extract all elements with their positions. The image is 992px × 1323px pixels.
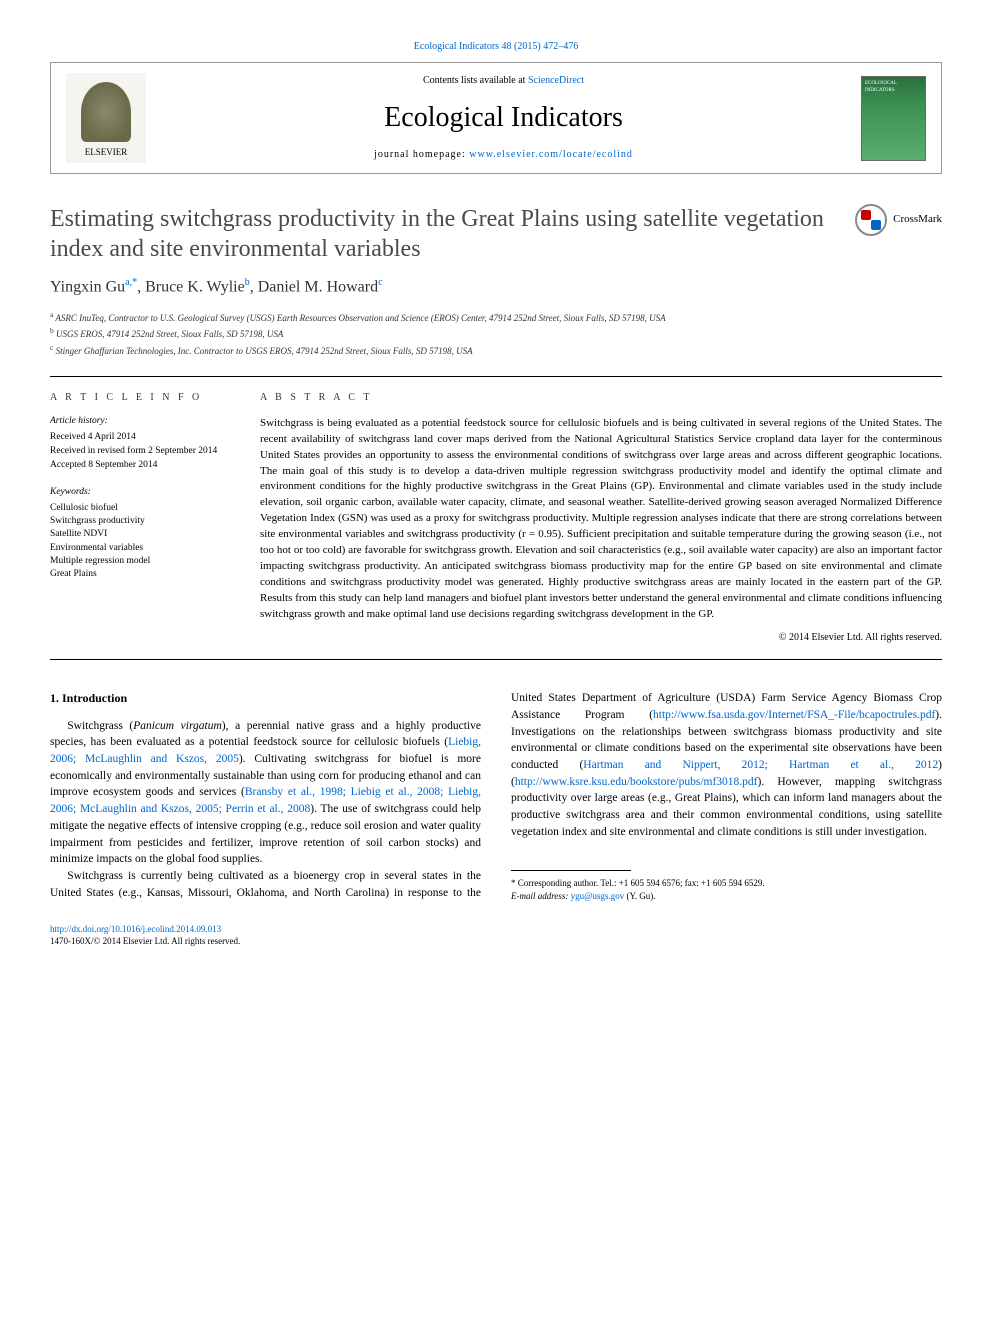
keyword: Switchgrass productivity [50, 515, 230, 528]
history-received: Received 4 April 2014 [50, 431, 230, 444]
affil-c: Stinger Ghaffarian Technologies, Inc. Co… [53, 346, 472, 356]
author-3: , Daniel M. Howard [250, 278, 378, 295]
doi-link[interactable]: http://dx.doi.org/10.1016/j.ecolind.2014… [50, 924, 221, 934]
history-label: Article history: [50, 415, 230, 428]
crossmark-label: CrossMark [893, 212, 942, 227]
publisher-name: ELSEVIER [85, 146, 128, 159]
email-label: E-mail address: [511, 891, 571, 901]
citation-link[interactable]: Hartman and Nippert, 2012; Hartman et al… [583, 759, 938, 771]
journal-header: ELSEVIER Contents lists available at Sci… [50, 62, 942, 174]
history-accepted: Accepted 8 September 2014 [50, 459, 230, 472]
author-1-sup: a,* [125, 277, 137, 288]
journal-homepage-link[interactable]: www.elsevier.com/locate/ecolind [469, 149, 633, 160]
contents-line: Contents lists available at ScienceDirec… [146, 74, 861, 88]
article-info-label: A R T I C L E I N F O [50, 391, 230, 405]
external-link[interactable]: http://www.ksre.ksu.edu/bookstore/pubs/m… [515, 776, 758, 788]
affil-b: USGS EROS, 47914 252nd Street, Sioux Fal… [54, 329, 284, 339]
author-3-sup: c [378, 277, 382, 288]
section-1-heading: 1. Introduction [50, 690, 481, 707]
homepage-prefix: journal homepage: [374, 149, 469, 160]
footnote-rule [511, 870, 631, 871]
article-info-sidebar: A R T I C L E I N F O Article history: R… [50, 391, 250, 645]
affiliations: a ASRC InuTeq, Contractor to U.S. Geolog… [50, 309, 942, 359]
abstract-block: A B S T R A C T Switchgrass is being eva… [250, 391, 942, 645]
article-body: 1. Introduction Switchgrass (Panicum vir… [50, 690, 942, 902]
keyword: Great Plains [50, 568, 230, 581]
keywords-label: Keywords: [50, 486, 230, 499]
journal-cover-thumbnail: ECOLOGICAL INDICATORS [861, 76, 926, 161]
elsevier-logo: ELSEVIER [66, 73, 146, 163]
author-1: Yingxin Gu [50, 278, 125, 295]
keyword: Multiple regression model [50, 555, 230, 568]
abstract-copyright: © 2014 Elsevier Ltd. All rights reserved… [260, 631, 942, 646]
article-title: Estimating switchgrass productivity in t… [50, 204, 835, 264]
homepage-line: journal homepage: www.elsevier.com/locat… [146, 148, 861, 162]
elsevier-tree-icon [81, 82, 131, 142]
email-suffix: (Y. Gu). [624, 891, 655, 901]
crossmark-icon [855, 204, 887, 236]
page-footer: http://dx.doi.org/10.1016/j.ecolind.2014… [50, 923, 942, 948]
sciencedirect-link[interactable]: ScienceDirect [528, 75, 584, 86]
issn-copyright: 1470-160X/© 2014 Elsevier Ltd. All right… [50, 936, 240, 946]
corresponding-author-footnote: * Corresponding author. Tel.: +1 605 594… [511, 877, 942, 902]
authors: Yingxin Gua,*, Bruce K. Wylieb, Daniel M… [50, 276, 942, 299]
keyword: Cellulosic biofuel [50, 502, 230, 515]
footnote-text: Corresponding author. Tel.: +1 605 594 6… [516, 878, 765, 888]
abstract-text: Switchgrass is being evaluated as a pote… [260, 416, 942, 623]
journal-title: Ecological Indicators [146, 98, 861, 137]
author-email-link[interactable]: ygu@usgs.gov [571, 891, 625, 901]
contents-prefix: Contents lists available at [423, 75, 528, 86]
history-revised: Received in revised form 2 September 201… [50, 445, 230, 458]
author-2: , Bruce K. Wylie [137, 278, 245, 295]
external-link[interactable]: http://www.fsa.usda.gov/Internet/FSA_-Fi… [653, 709, 935, 721]
abstract-label: A B S T R A C T [260, 391, 942, 406]
paragraph-1: Switchgrass (Panicum virgatum), a perenn… [50, 718, 481, 868]
cover-text: ECOLOGICAL INDICATORS [865, 81, 897, 93]
species-name: Panicum virgatum [133, 720, 222, 732]
crossmark-badge[interactable]: CrossMark [855, 204, 942, 236]
keyword: Satellite NDVI [50, 528, 230, 541]
journal-reference: Ecological Indicators 48 (2015) 472–476 [50, 40, 942, 54]
keyword: Environmental variables [50, 542, 230, 555]
affil-a: ASRC InuTeq, Contractor to U.S. Geologic… [53, 313, 665, 323]
